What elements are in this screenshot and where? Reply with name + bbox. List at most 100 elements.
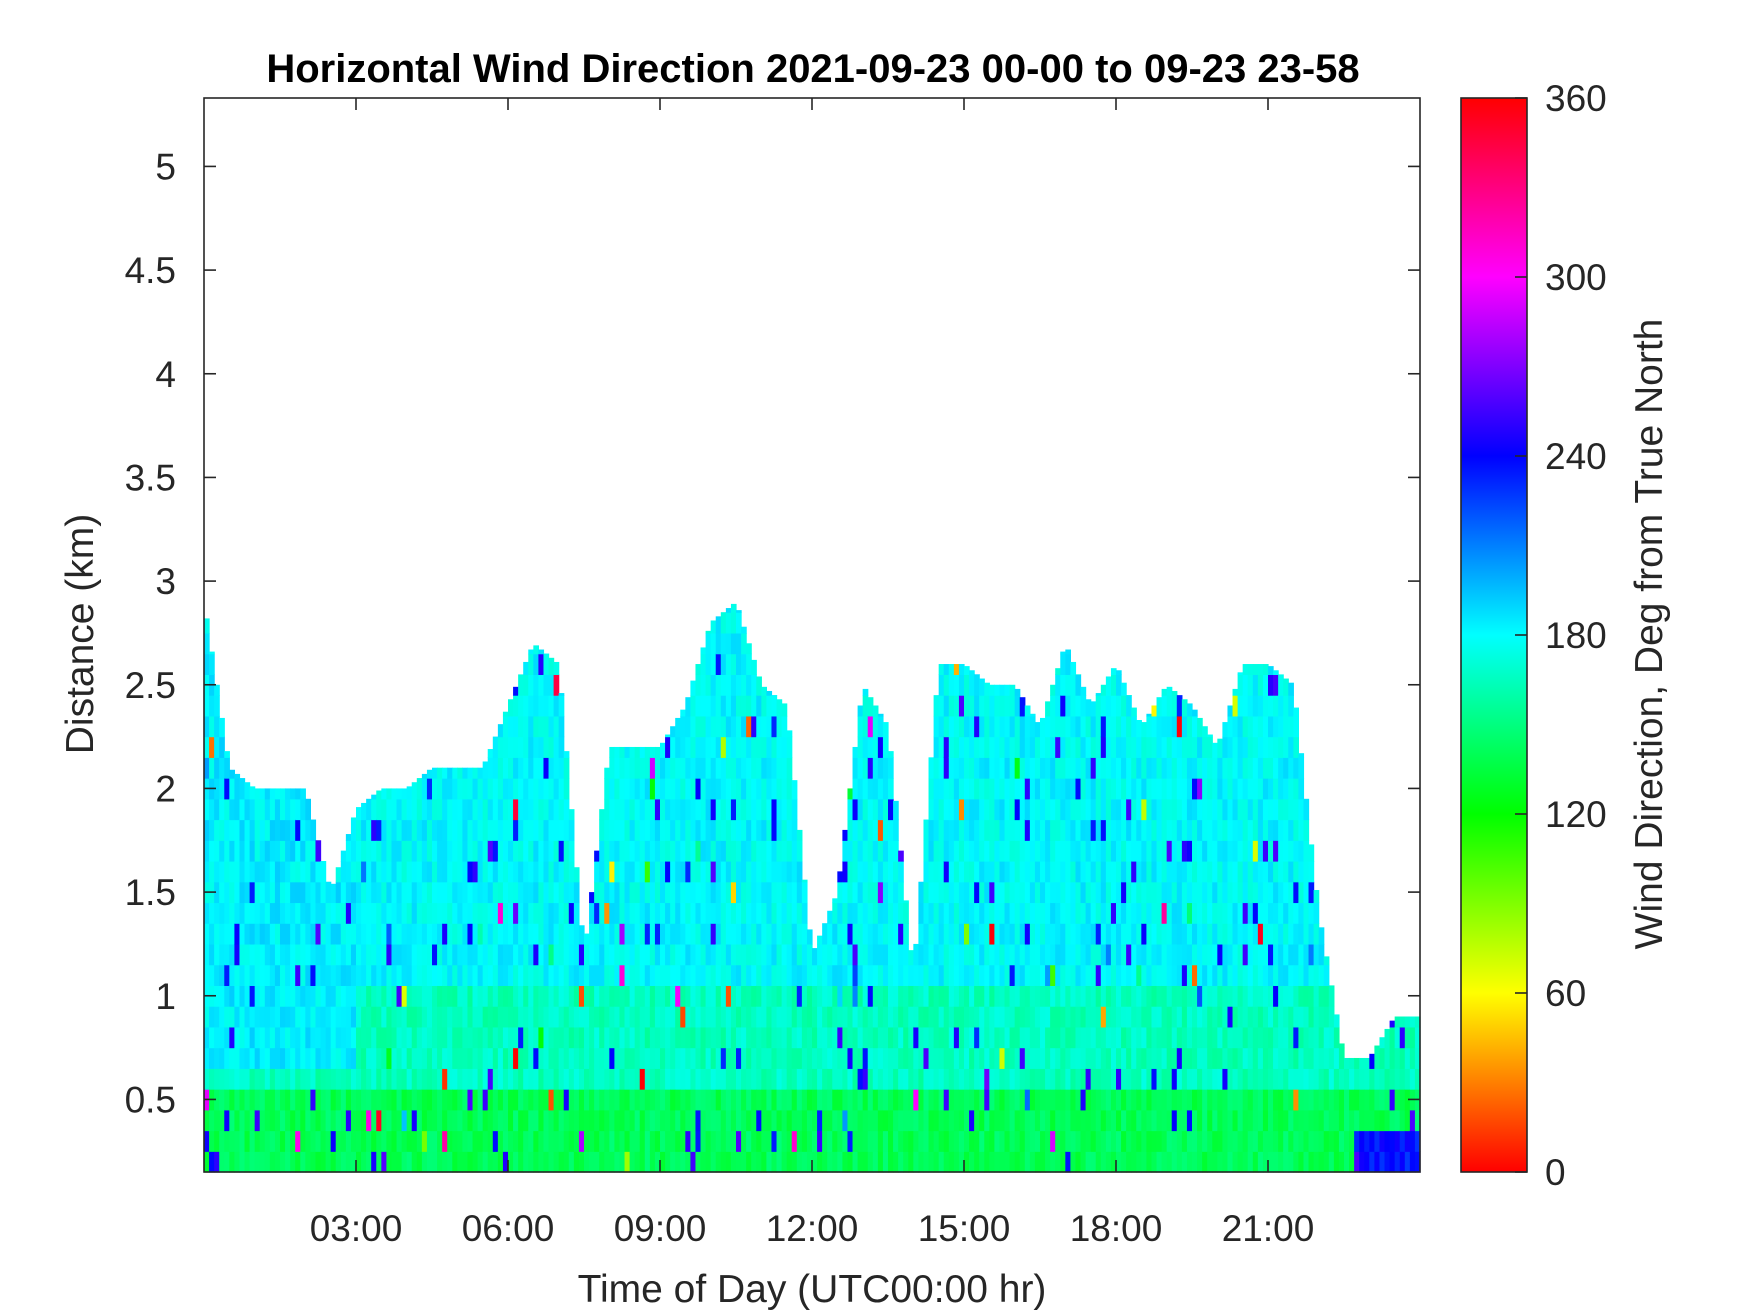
heatmap-cell [467,964,474,986]
heatmap-cell [741,798,747,821]
heatmap-cell [1004,902,1011,924]
heatmap-cell [958,964,965,986]
heatmap-cell [1146,798,1153,821]
heatmap-cell [371,943,377,966]
heatmap-cell [1212,964,1218,986]
heatmap-cell [1303,840,1310,862]
heatmap-cell [1095,1068,1102,1090]
heatmap-cell [502,861,509,883]
heatmap-cell [624,964,631,986]
heatmap-cell [948,1109,955,1132]
heatmap-cell [933,964,940,986]
heatmap-cell [1055,1026,1061,1049]
heatmap-cell [1344,1057,1350,1069]
heatmap-cell [1333,1068,1340,1090]
heatmap-cell [1166,902,1173,924]
heatmap-cell [999,736,1006,758]
heatmap-cell [421,902,428,924]
y-tick-label: 3.5 [125,457,176,498]
heatmap-cell [1085,798,1092,821]
heatmap-cell [1171,1006,1178,1028]
heatmap-cell [244,1151,251,1173]
heatmap-cell [1374,1089,1381,1111]
heatmap-cell [751,964,757,986]
heatmap-cell [649,902,656,924]
heatmap-cell [1156,1130,1163,1152]
heatmap-cell [1359,1068,1365,1090]
heatmap-cell [695,695,702,717]
heatmap-cell [558,964,565,986]
heatmap-cell [1257,778,1264,800]
heatmap-cell [1121,1068,1127,1090]
heatmap-cell [938,1130,945,1152]
heatmap-cell [1065,798,1071,821]
heatmap-cell [1146,1109,1153,1132]
heatmap-cell [619,1109,626,1132]
heatmap-cell [908,985,914,1007]
heatmap-cell [209,651,215,655]
heatmap-cell [685,1026,691,1049]
heatmap-cell [741,757,747,779]
heatmap-cell [614,1089,621,1111]
heatmap-cell [558,1089,565,1111]
heatmap-cell [974,881,980,904]
heatmap-cell [1273,1151,1279,1173]
heatmap-cell [1186,923,1193,945]
heatmap-cell [766,778,773,800]
heatmap-cell [1192,861,1198,883]
heatmap-cell [837,985,843,1007]
heatmap-cell [953,1047,960,1069]
heatmap-cell [1257,881,1264,904]
heatmap-cell [1328,1151,1335,1173]
heatmap-cell [862,1109,869,1132]
heatmap-cell [472,798,479,821]
heatmap-cell [1409,1047,1416,1069]
heatmap-cell [817,1089,823,1111]
heatmap-cell [219,1068,225,1090]
heatmap-cell [573,1089,580,1111]
heatmap-cell [609,778,615,800]
heatmap-cell [1156,1068,1163,1090]
heatmap-cell [1318,927,1325,945]
heatmap-cell [1303,1026,1310,1049]
heatmap-cell [487,943,494,966]
heatmap-cell [553,1026,560,1049]
heatmap-cell [700,653,707,675]
heatmap-cell [634,819,641,841]
heatmap-cell [725,1151,732,1173]
heatmap-cell [508,819,514,841]
heatmap-cell [523,881,529,904]
heatmap-cell [1121,985,1127,1007]
heatmap-cell [999,881,1006,904]
heatmap-cell [857,1026,864,1049]
heatmap-cell [1171,985,1178,1007]
x-tick-label: 21:00 [1222,1208,1315,1249]
heatmap-cell [1283,840,1289,862]
heatmap-cell [614,1047,621,1069]
heatmap-cell [442,902,448,924]
heatmap-cell [320,1109,327,1132]
colorbar-tick-label: 300 [1545,257,1607,298]
heatmap-cell [543,1006,550,1028]
heatmap-cell [1273,964,1279,986]
heatmap-cell [239,798,246,821]
heatmap-cell [1273,943,1279,966]
heatmap-cell [781,778,788,800]
heatmap-cell [381,985,387,1007]
heatmap-cell [741,1026,747,1049]
heatmap-cell [447,1047,453,1069]
heatmap-cell [1181,881,1188,904]
heatmap-cell [644,1130,651,1152]
heatmap-cell [249,1089,256,1111]
heatmap-cell [994,1068,1001,1090]
heatmap-cell [801,1006,808,1028]
heatmap-cell [898,881,904,904]
heatmap-cell [730,1006,737,1028]
heatmap-cell [619,985,626,1007]
heatmap-cell [290,1047,296,1069]
heatmap-cell [1105,1130,1112,1152]
heatmap-cell [746,1130,752,1152]
heatmap-cell [675,861,681,883]
heatmap-cell [1040,1151,1046,1173]
heatmap-cell [1146,1068,1153,1090]
